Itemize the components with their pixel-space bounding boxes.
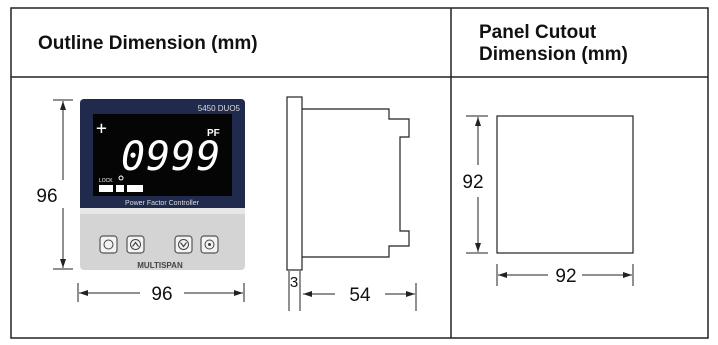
front-height-dimension: 96 bbox=[36, 99, 73, 270]
device-separator bbox=[80, 208, 245, 214]
panel-cutout-header-line2: Dimension (mm) bbox=[479, 44, 628, 65]
device-caption: Power Factor Controller bbox=[125, 200, 200, 207]
cutout-width-dimension: 92 bbox=[496, 264, 634, 287]
side-view bbox=[286, 96, 410, 271]
side-housing bbox=[302, 108, 410, 258]
keypad bbox=[99, 235, 219, 254]
device-display bbox=[93, 114, 232, 196]
display-indicator-icons bbox=[99, 175, 143, 192]
side-bezel-label: 3 bbox=[290, 274, 298, 291]
key-up-button bbox=[126, 235, 145, 254]
cutout-height-dimension: 92 bbox=[462, 115, 488, 254]
panel-cutout-header-line1: Panel Cutout bbox=[479, 22, 597, 43]
front-width-label: 96 bbox=[151, 284, 172, 305]
key-set-button bbox=[99, 235, 118, 254]
table-border bbox=[10, 7, 709, 339]
set-icon bbox=[103, 239, 114, 250]
display-value: 0999 bbox=[121, 134, 221, 180]
chevron-up-icon bbox=[132, 241, 139, 247]
key-down-button bbox=[174, 235, 193, 254]
outline-dimension-header: Outline Dimension (mm) bbox=[38, 33, 258, 54]
front-width-dimension: 96 bbox=[77, 283, 245, 305]
panel-cutout bbox=[496, 115, 634, 254]
cutout-square bbox=[496, 115, 634, 254]
cutout-width-label: 92 bbox=[555, 266, 576, 287]
chevron-down-icon bbox=[180, 242, 187, 248]
device-brand: MULTISPAN bbox=[137, 261, 183, 270]
side-bezel bbox=[286, 96, 303, 271]
side-depth-label: 54 bbox=[349, 285, 371, 306]
front-view: 5450 DUO5 + 0999 PF LOCK Power Factor Co… bbox=[80, 99, 245, 270]
panel-cutout-header: Panel Cutout Dimension (mm) bbox=[479, 22, 628, 66]
front-height-label: 96 bbox=[36, 186, 57, 207]
display-unit: PF bbox=[207, 128, 220, 139]
side-bezel-dimension: 3 bbox=[288, 271, 301, 311]
display-plus-sign: + bbox=[96, 118, 107, 139]
display-indicator-label: LOCK bbox=[99, 178, 113, 184]
side-depth-dimension: 54 bbox=[303, 283, 417, 311]
enter-icon bbox=[204, 239, 215, 250]
device-model: 5450 DUO5 bbox=[198, 104, 241, 113]
cutout-height-label: 92 bbox=[462, 172, 483, 193]
